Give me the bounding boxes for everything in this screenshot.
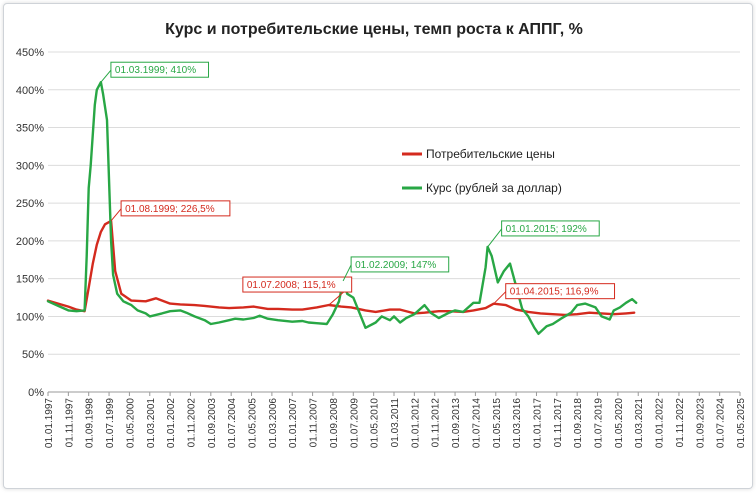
annotations: 01.03.1999; 410% 01.08.1999; 226,5% 01.07.…	[100, 61, 616, 306]
grid	[48, 51, 740, 393]
annotation-box	[120, 200, 231, 217]
series-line-0	[46, 219, 636, 317]
x-tick-label: 01.07.1999	[105, 398, 116, 448]
x-tick-label: 01.05.2010	[370, 398, 381, 448]
annotation-leader	[100, 69, 112, 83]
x-tick-label: 01.01.2012	[410, 398, 421, 448]
y-tick-label: 400%	[16, 85, 44, 97]
x-tick-label: 01.11.2012	[431, 398, 442, 448]
chart-svg: Курс и потребительские цены, темп роста …	[16, 21, 747, 448]
x-tick-label: 01.11.2017	[553, 398, 564, 448]
annotation-leader	[110, 208, 122, 222]
x-tick-label: 01.01.2017	[532, 398, 543, 448]
annotation-box	[505, 283, 616, 300]
x-tick-label: 01.07.2019	[594, 398, 605, 448]
x-tick-label: 01.11.2007	[309, 398, 320, 448]
x-tick-label: 01.09.2008	[329, 398, 340, 448]
annotation-box	[110, 61, 210, 78]
x-tick-label: 01.09.1998	[85, 398, 96, 448]
x-tick-label: 01.11.2002	[186, 398, 197, 448]
y-tick-label: 150%	[16, 274, 44, 286]
y-tick-label: 250%	[16, 198, 44, 210]
x-tick-label: 01.03.2021	[634, 398, 645, 448]
y-tick-label: 200%	[16, 236, 44, 248]
x-tick-label: 01.05.2020	[614, 398, 625, 448]
x-tick-label: 01.03.2001	[146, 398, 157, 448]
x-tick-label: 01.07.2009	[349, 398, 360, 448]
chart-frame: Курс и потребительские цены, темп роста …	[3, 3, 753, 489]
x-tick-label: 01.01.1997	[44, 398, 55, 448]
y-tick-label: 300%	[16, 160, 44, 172]
x-tick-label: 01.11.1997	[64, 398, 75, 448]
legend: Потребительские цены Курс (рублей за долл…	[402, 147, 562, 195]
x-tick-label: 01.05.2025	[736, 398, 747, 448]
x-tick-label: 01.05.2015	[492, 398, 503, 448]
y-tick-label: 350%	[16, 123, 44, 135]
x-tick-label: 01.03.2016	[512, 398, 523, 448]
x-tick-label: 01.09.2013	[451, 398, 462, 448]
x-tick-label: 01.03.2006	[268, 398, 279, 448]
annotation-box	[350, 256, 450, 273]
annotation-label: 01.04.2015; 116,9%	[510, 287, 599, 298]
x-tick-label: 01.11.2022	[675, 398, 686, 448]
x-tick-label: 01.09.2023	[695, 398, 706, 448]
x-tick-label: 01.01.2002	[166, 398, 177, 448]
x-tick-label: 01.07.2014	[471, 398, 482, 448]
annotation-box	[501, 220, 600, 237]
x-tick-label: 01.07.2004	[227, 398, 238, 448]
annotation-label: 01.01.2015; 192%	[506, 224, 587, 235]
x-tick-label: 01.03.2011	[390, 398, 401, 448]
y-tick-label: 100%	[16, 311, 44, 323]
axes: 0% 50% 100% 150% 200% 250% 300% 350% 400% 450% 01.…	[16, 47, 747, 448]
legend-label-0: Потребительские цены	[426, 147, 555, 161]
x-tick-label: 01.01.2022	[655, 398, 666, 448]
annotation-leader	[493, 291, 507, 305]
annotation-label: 01.03.1999; 410%	[115, 65, 196, 76]
legend-label-1: Курс (рублей за доллар)	[426, 181, 562, 195]
x-tick-label: 01.05.2000	[125, 398, 136, 448]
annotation-label: 01.08.1999; 226,5%	[125, 204, 215, 215]
annotation-label: 01.02.2009; 147%	[355, 260, 436, 271]
x-tick-label: 01.07.2024	[716, 398, 727, 448]
annotation-leader	[487, 228, 503, 248]
chart-title: Курс и потребительские цены, темп роста …	[165, 21, 583, 38]
annotation-label: 01.07.2008; 115,1%	[247, 280, 336, 291]
y-tick-label: 50%	[22, 349, 44, 361]
y-tick-label: 0%	[28, 387, 44, 399]
x-tick-label: 01.01.2007	[288, 398, 299, 448]
annotation-box	[242, 276, 353, 293]
x-tick-label: 01.05.2005	[248, 398, 259, 448]
y-tick-label: 450%	[16, 47, 44, 59]
x-tick-label: 01.09.2018	[573, 398, 584, 448]
x-tick-label: 01.09.2003	[207, 398, 218, 448]
annotation-leader	[342, 264, 352, 282]
